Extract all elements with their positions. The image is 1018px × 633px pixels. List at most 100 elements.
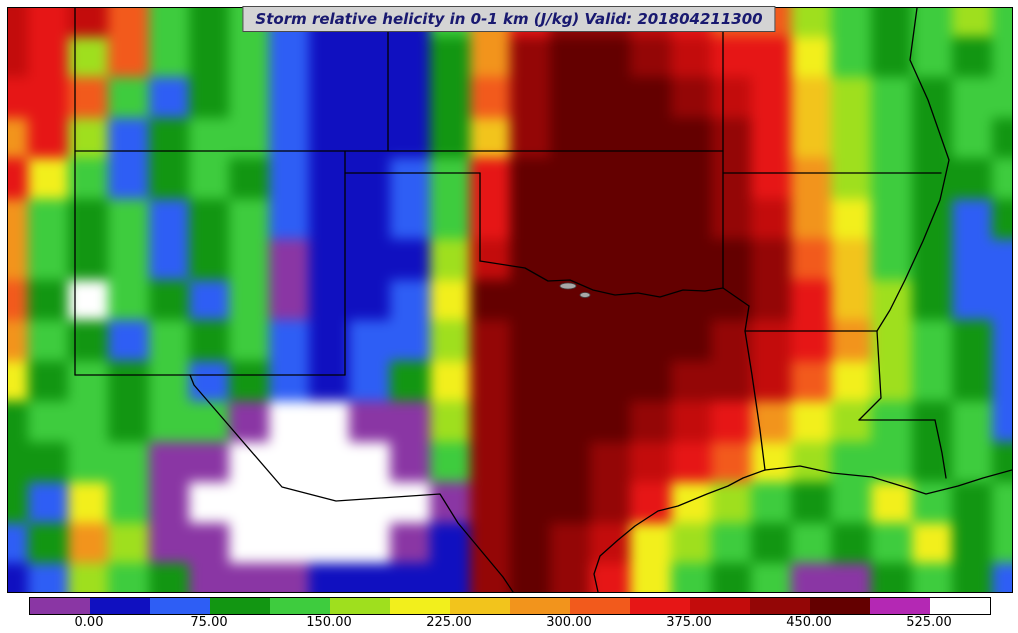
heatmap-cell bbox=[188, 279, 229, 321]
heatmap-cell bbox=[429, 482, 470, 523]
heatmap-cell bbox=[429, 279, 470, 321]
heatmap-cell bbox=[349, 239, 390, 280]
heatmap-cell bbox=[228, 360, 270, 402]
heatmap-cell bbox=[108, 158, 149, 199]
heatmap-cell bbox=[750, 198, 792, 240]
heatmap-cell bbox=[8, 482, 29, 523]
heatmap-cell bbox=[188, 360, 229, 402]
heatmap-cell bbox=[8, 401, 29, 442]
heatmap-cell bbox=[469, 198, 510, 240]
heatmap-cell bbox=[28, 279, 69, 321]
heatmap-cell bbox=[670, 441, 711, 483]
heatmap-cell bbox=[871, 198, 912, 240]
heatmap-cell bbox=[951, 360, 992, 402]
heatmap-cell bbox=[590, 279, 631, 321]
heatmap-cell bbox=[791, 198, 832, 240]
heatmap-cell bbox=[309, 563, 350, 592]
heatmap-cell bbox=[951, 198, 992, 240]
heatmap-cell bbox=[991, 563, 1012, 592]
heatmap-cell bbox=[148, 36, 189, 78]
heatmap-cell bbox=[791, 36, 832, 78]
heatmap-cell bbox=[951, 8, 992, 37]
heatmap-cell bbox=[831, 482, 872, 523]
heatmap-cell bbox=[991, 117, 1012, 159]
heatmap-cell bbox=[550, 198, 591, 240]
heatmap-cell bbox=[108, 482, 149, 523]
heatmap-cell bbox=[469, 401, 510, 442]
heatmap-cell bbox=[148, 482, 189, 523]
heatmap-cell bbox=[349, 401, 390, 442]
heatmap-cell bbox=[550, 522, 591, 564]
state-boundary-mississippi-river-south bbox=[858, 330, 882, 421]
heatmap-cell bbox=[630, 522, 671, 564]
heatmap-cell bbox=[228, 401, 270, 442]
heatmap-cell bbox=[28, 239, 69, 280]
heatmap-cell bbox=[911, 401, 952, 442]
heatmap-cell bbox=[710, 36, 751, 78]
heatmap-cell bbox=[188, 36, 229, 78]
heatmap-cell bbox=[469, 36, 510, 78]
heatmap-cell bbox=[791, 482, 832, 523]
heatmap-cell bbox=[309, 401, 350, 442]
heatmap-cell bbox=[871, 360, 912, 402]
heatmap-cell bbox=[750, 441, 792, 483]
heatmap-cell bbox=[991, 77, 1012, 118]
heatmap-cell bbox=[108, 198, 149, 240]
heatmap-cell bbox=[590, 198, 631, 240]
heatmap-cell bbox=[509, 158, 551, 199]
chart-title: Storm relative helicity in 0-1 km (J/kg)… bbox=[255, 10, 763, 28]
heatmap-cell bbox=[550, 401, 591, 442]
heatmap-cell bbox=[228, 158, 270, 199]
colorbar-segment bbox=[750, 598, 810, 614]
heatmap-cell bbox=[710, 77, 751, 118]
heatmap-cell bbox=[8, 441, 29, 483]
heatmap-cell bbox=[188, 482, 229, 523]
heatmap-cell bbox=[429, 36, 470, 78]
heatmap-cell bbox=[269, 198, 310, 240]
colorbar-segment bbox=[810, 598, 870, 614]
heatmap-cell bbox=[509, 482, 551, 523]
heatmap-cell bbox=[710, 239, 751, 280]
heatmap-cell bbox=[309, 36, 350, 78]
heatmap-cell bbox=[228, 36, 270, 78]
heatmap-cell bbox=[550, 360, 591, 402]
heatmap-cell bbox=[750, 320, 792, 361]
heatmap-cell bbox=[68, 522, 109, 564]
heatmap-cell bbox=[228, 522, 270, 564]
heatmap-cell bbox=[188, 239, 229, 280]
heatmap-cell bbox=[28, 563, 69, 592]
heatmap-cell bbox=[309, 320, 350, 361]
heatmap-cell bbox=[951, 401, 992, 442]
heatmap-cell bbox=[148, 441, 189, 483]
colorbar-segment bbox=[270, 598, 330, 614]
heatmap-cell bbox=[389, 563, 430, 592]
heatmap-cell bbox=[911, 36, 952, 78]
heatmap-cell bbox=[831, 36, 872, 78]
heatmap-cell bbox=[871, 441, 912, 483]
colorbar-tick-label: 225.00 bbox=[426, 615, 472, 630]
heatmap-cell bbox=[791, 158, 832, 199]
heatmap-cell bbox=[911, 8, 952, 37]
heatmap-cell bbox=[509, 36, 551, 78]
heatmap-cell bbox=[269, 239, 310, 280]
heatmap-cell bbox=[269, 360, 310, 402]
colorbar-tick-label: 375.00 bbox=[666, 615, 712, 630]
heatmap-cell bbox=[630, 563, 671, 592]
heatmap-cell bbox=[831, 522, 872, 564]
heatmap-cell bbox=[8, 563, 29, 592]
heatmap-cell bbox=[389, 482, 430, 523]
heatmap-cell bbox=[630, 401, 671, 442]
heatmap-cell bbox=[951, 279, 992, 321]
heatmap-cell bbox=[68, 482, 109, 523]
heatmap-cell bbox=[871, 158, 912, 199]
heatmap-cell bbox=[750, 279, 792, 321]
heatmap-cell bbox=[349, 158, 390, 199]
heatmap-cell bbox=[8, 239, 29, 280]
lake-2-icon bbox=[579, 292, 591, 298]
heatmap-cell bbox=[550, 36, 591, 78]
heatmap-cell bbox=[228, 320, 270, 361]
heatmap-cell bbox=[951, 117, 992, 159]
heatmap-cell bbox=[630, 320, 671, 361]
heatmap-cell bbox=[509, 279, 551, 321]
heatmap-cell bbox=[509, 441, 551, 483]
